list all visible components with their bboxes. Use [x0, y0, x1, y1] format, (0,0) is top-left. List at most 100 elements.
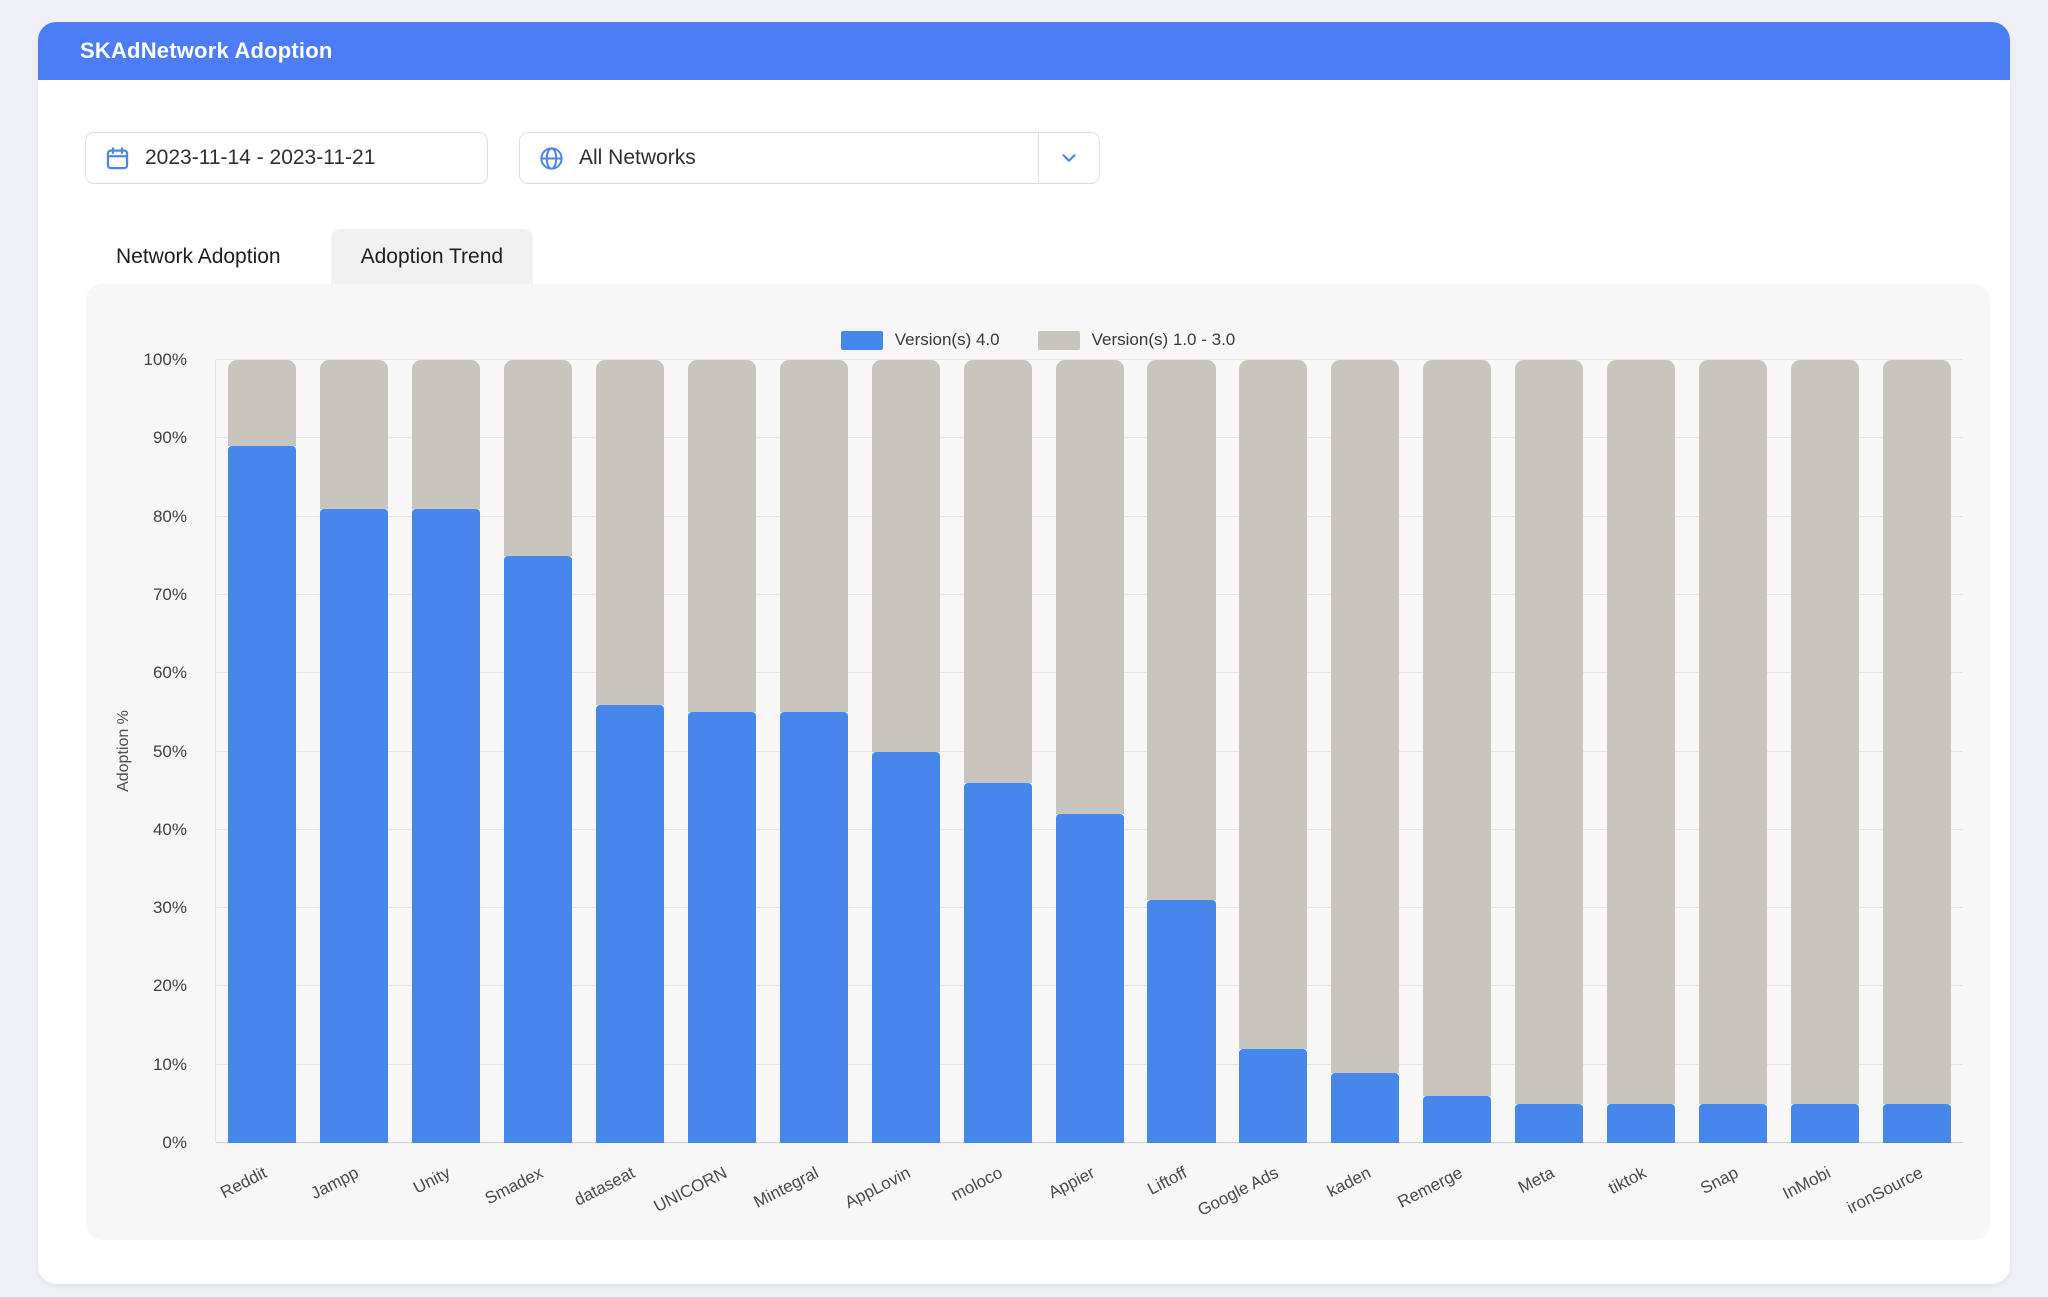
bar-slot [1319, 360, 1411, 1143]
x-label-slot: Snap [1687, 1153, 1779, 1239]
bar-meta[interactable] [1515, 360, 1584, 1143]
x-label-slot: Remerge [1395, 1153, 1503, 1239]
controls-row: 2023-11-14 - 2023-11-21 All Networks [85, 132, 1100, 184]
bar-liftoff[interactable] [1147, 360, 1216, 1143]
bar-slot [1044, 360, 1136, 1143]
y-tick-label: 0% [162, 1133, 187, 1152]
bar-segment-versions-1-3 [1883, 360, 1952, 1104]
bars-row [216, 360, 1963, 1143]
y-tick-label: 50% [152, 741, 187, 761]
bar-slot [676, 360, 768, 1143]
y-tick-label: 40% [152, 819, 187, 839]
bar-segment-version-4 [1239, 1049, 1308, 1143]
x-axis-label: moloco [948, 1163, 1006, 1205]
x-axis-label: kaden [1323, 1163, 1374, 1201]
bar-dataseat[interactable] [595, 360, 664, 1143]
legend-label: Version(s) 1.0 - 3.0 [1091, 330, 1236, 349]
bar-segment-versions-1-3 [1515, 360, 1584, 1104]
x-axis-labels: Reddit Jampp Unity Smadex dataseat UNICORN Min… [215, 1153, 1963, 1239]
x-axis-label: Appier [1045, 1163, 1098, 1203]
bar-mintegral[interactable] [779, 360, 848, 1143]
x-label-slot: Appier [1043, 1153, 1135, 1239]
bar-appier[interactable] [1055, 360, 1124, 1143]
legend-swatch [1037, 330, 1080, 350]
bar-google-ads[interactable] [1239, 360, 1308, 1143]
bar-segment-version-4 [411, 508, 480, 1143]
bar-segment-version-4 [1423, 1096, 1492, 1143]
tab-adoption-trend[interactable]: Adoption Trend [330, 229, 534, 284]
bar-segment-versions-1-3 [227, 360, 296, 447]
x-label-slot: Meta [1503, 1153, 1595, 1239]
bar-smadex[interactable] [503, 360, 572, 1143]
x-label-slot: moloco [948, 1153, 1043, 1239]
gridline [216, 359, 1963, 360]
bar-slot [308, 360, 400, 1143]
x-axis-label: Reddit [217, 1163, 270, 1203]
page-title: SKAdNetwork Adoption [80, 38, 333, 63]
bar-segment-versions-1-3 [779, 360, 848, 713]
card-header: SKAdNetwork Adoption [38, 22, 2010, 80]
bar-ironsource[interactable] [1883, 360, 1952, 1143]
x-axis-label: Snap [1697, 1163, 1742, 1198]
date-range-picker[interactable]: 2023-11-14 - 2023-11-21 [85, 132, 488, 184]
network-select-value: All Networks [579, 146, 696, 169]
bar-tiktok[interactable] [1607, 360, 1676, 1143]
date-range-value: 2023-11-14 - 2023-11-21 [145, 146, 376, 169]
bar-segment-version-4 [227, 446, 296, 1143]
bar-segment-versions-1-3 [503, 360, 572, 556]
y-tick-label: 70% [152, 584, 187, 604]
bar-segment-version-4 [1607, 1103, 1676, 1143]
bar-inmobi[interactable] [1791, 360, 1860, 1143]
x-axis-label: Jampp [307, 1163, 362, 1204]
x-label-slot: Reddit [215, 1153, 307, 1239]
tab-network-adoption[interactable]: Network Adoption [86, 229, 311, 284]
bar-slot [400, 360, 492, 1143]
x-label-slot: AppLovin [842, 1153, 951, 1239]
bar-segment-version-4 [779, 712, 848, 1143]
bar-slot [492, 360, 584, 1143]
y-tick-label: 20% [152, 976, 187, 996]
bar-slot [768, 360, 860, 1143]
network-select[interactable]: All Networks [519, 132, 1100, 184]
x-axis-label: InMobi [1779, 1163, 1834, 1204]
chevron-down-icon[interactable] [1038, 133, 1099, 183]
skadnetwork-card: SKAdNetwork Adoption 2023-11-14 - 2023-1… [38, 22, 2010, 1284]
chart-panel: Version(s) 4.0 Version(s) 1.0 - 3.0 Adopt… [86, 284, 1990, 1240]
bar-segment-versions-1-3 [319, 360, 388, 509]
bar-segment-versions-1-3 [1331, 360, 1400, 1073]
x-label-slot: Google Ads [1195, 1153, 1319, 1239]
calendar-icon [104, 145, 131, 172]
legend-item-2[interactable]: Version(s) 1.0 - 3.0 [1037, 330, 1236, 350]
y-axis-ticks: 0% 10% 20% 30% 40% 50% 60% 70% 80% 90% 100% [86, 350, 201, 1152]
bar-segment-versions-1-3 [687, 360, 756, 713]
x-label-slot: Smadex [481, 1153, 583, 1239]
bar-moloco[interactable] [963, 360, 1032, 1143]
bar-segment-versions-1-3 [1147, 360, 1216, 901]
bar-segment-version-4 [503, 555, 572, 1143]
globe-icon [538, 145, 565, 172]
bar-segment-versions-1-3 [1423, 360, 1492, 1097]
y-tick-label: 30% [152, 898, 187, 918]
x-axis-label: tiktok [1605, 1163, 1650, 1198]
bar-segment-version-4 [319, 508, 388, 1143]
bar-kaden[interactable] [1331, 360, 1400, 1143]
bar-remerge[interactable] [1423, 360, 1492, 1143]
legend-item-1[interactable]: Version(s) 4.0 [840, 330, 1000, 350]
bar-segment-versions-1-3 [871, 360, 940, 752]
bar-unity[interactable] [411, 360, 480, 1143]
bar-slot [584, 360, 676, 1143]
bar-unicorn[interactable] [687, 360, 756, 1143]
bar-segment-versions-1-3 [595, 360, 664, 705]
x-label-slot: tiktok [1595, 1153, 1687, 1239]
bar-jampp[interactable] [319, 360, 388, 1143]
bar-segment-version-4 [871, 751, 940, 1143]
bar-reddit[interactable] [227, 360, 296, 1143]
bar-segment-version-4 [963, 782, 1032, 1143]
y-tick-label: 80% [152, 506, 187, 526]
bar-applovin[interactable] [871, 360, 940, 1143]
x-axis-label: Liftoff [1144, 1163, 1190, 1199]
bar-snap[interactable] [1699, 360, 1768, 1143]
x-axis-label: Unity [410, 1163, 454, 1198]
bar-segment-versions-1-3 [1055, 360, 1124, 815]
legend-swatch [840, 330, 883, 350]
